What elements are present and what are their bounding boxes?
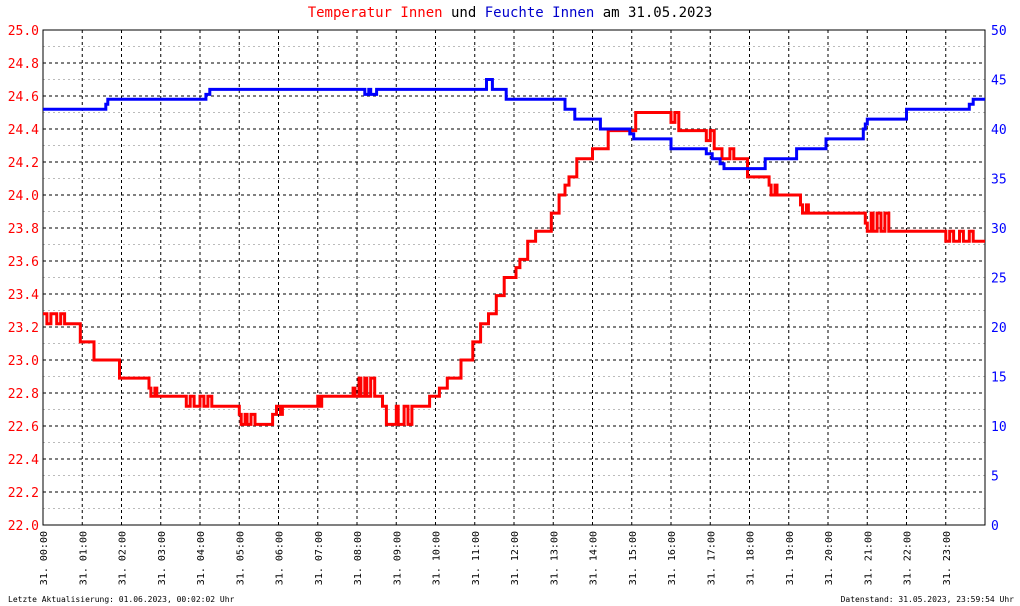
x-tick-label: 31. 12:00 [510, 531, 521, 585]
y-left-tick-label: 25.0 [8, 24, 39, 39]
y-left-tick-label: 22.8 [8, 387, 39, 402]
footer-last-update: Letzte Aktualisierung: 01.06.2023, 00:02… [8, 595, 235, 604]
humidity-line [43, 78, 985, 171]
y-right-tick-label: 40 [991, 123, 1007, 138]
x-tick-label: 31. 09:00 [392, 531, 403, 585]
y-right-tick-label: 45 [991, 74, 1007, 89]
x-tick-label: 31. 14:00 [589, 531, 600, 585]
title-date: am 31.05.2023 [602, 5, 713, 21]
x-tick-label: 31. 16:00 [667, 531, 678, 585]
y-left-tick-label: 24.0 [8, 189, 39, 204]
x-tick-label: 31. 13:00 [549, 531, 560, 585]
title-humidity: Feuchte Innen [484, 5, 595, 21]
x-tick-label: 31. 23:00 [942, 531, 953, 585]
x-tick-label: 31. 04:00 [196, 531, 207, 585]
x-tick-label: 31. 11:00 [471, 531, 482, 585]
y-left-tick-label: 22.0 [8, 519, 39, 534]
footer-data-status: Datenstand: 31.05.2023, 23:59:54 Uhr [840, 595, 1014, 604]
x-tick-label: 31. 17:00 [706, 531, 717, 585]
y-right-tick-label: 15 [991, 371, 1007, 386]
x-tick-label: 31. 02:00 [118, 531, 129, 585]
y-right-tick-label: 30 [991, 222, 1007, 237]
y-left-tick-label: 24.4 [8, 123, 39, 138]
y-right-tick-label: 5 [991, 470, 999, 485]
x-tick-label: 31. 10:00 [432, 531, 443, 585]
axes [42, 29, 986, 526]
temperature-line [43, 111, 985, 426]
grid [43, 30, 985, 525]
y-right-tick-label: 35 [991, 173, 1007, 188]
x-tick-label: 31. 08:00 [353, 531, 364, 585]
x-tick-label: 31. 05:00 [235, 531, 246, 585]
y-left-tick-label: 23.0 [8, 354, 39, 369]
x-tick-label: 31. 01:00 [78, 531, 89, 585]
y-left-tick-label: 23.4 [8, 288, 39, 303]
y-left-tick-label: 22.4 [8, 453, 39, 468]
tick-labels: 22.0 22.2 22.4 22.6 22.8 23.0 23.2 23.4 23.6 23.8… [8, 24, 1007, 585]
y-left-tick-label: 24.2 [8, 156, 39, 171]
title-and: und [450, 5, 477, 21]
y-left-tick-label: 24.6 [8, 90, 39, 105]
y-right-tick-label: 20 [991, 321, 1007, 336]
x-tick-label: 31. 18:00 [746, 531, 757, 585]
plot-frame [42, 29, 986, 526]
x-tick-label: 31. 06:00 [275, 531, 286, 585]
x-tick-label: 31. 22:00 [903, 531, 914, 585]
x-tick-label: 31. 00:00 [39, 531, 50, 585]
x-tick-label: 31. 21:00 [863, 531, 874, 585]
chart-title: Temperatur Innen und Feuchte Innen am 31… [0, 5, 1020, 21]
y-left-tick-label: 23.6 [8, 255, 39, 270]
y-left-tick-label: 23.8 [8, 222, 39, 237]
y-left-tick-label: 22.6 [8, 420, 39, 435]
x-tick-label: 31. 03:00 [157, 531, 168, 585]
x-tick-label: 31. 20:00 [824, 531, 835, 585]
y-left-tick-label: 24.8 [8, 57, 39, 72]
x-tick-label: 31. 15:00 [628, 531, 639, 585]
x-tick-label: 31. 19:00 [785, 531, 796, 585]
y-right-tick-label: 25 [991, 272, 1007, 287]
series [43, 78, 985, 426]
x-tick-label: 31. 07:00 [314, 531, 325, 585]
y-right-tick-label: 50 [991, 24, 1007, 39]
y-left-tick-label: 23.2 [8, 321, 39, 336]
y-right-tick-label: 0 [991, 519, 999, 534]
y-left-tick-label: 22.2 [8, 486, 39, 501]
y-right-tick-label: 10 [991, 420, 1007, 435]
title-temperature: Temperatur Innen [307, 5, 443, 21]
